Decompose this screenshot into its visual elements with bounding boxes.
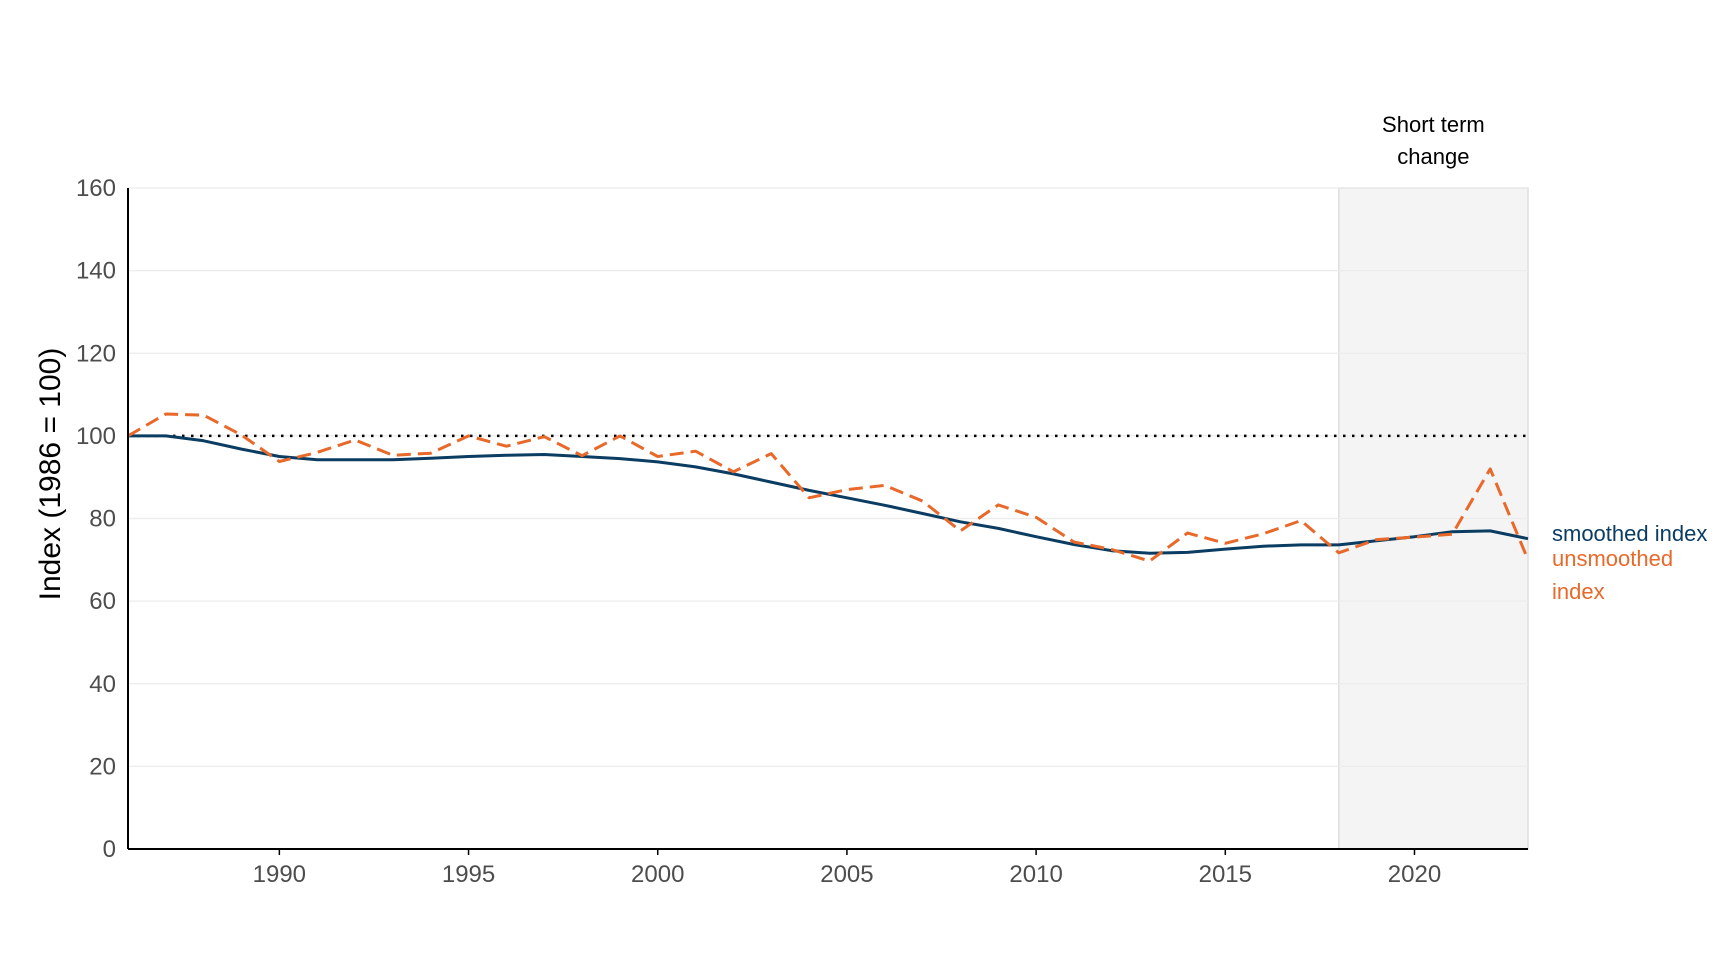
y-tick-label-80: 80 — [89, 506, 116, 533]
y-tick-label-0: 0 — [103, 836, 116, 863]
x-tick-label-2020: 2020 — [1388, 861, 1441, 888]
y-tick-label-120: 120 — [76, 340, 116, 367]
x-tick-label-2005: 2005 — [820, 861, 873, 888]
x-tick-label-2010: 2010 — [1009, 861, 1062, 888]
y-axis-title: Index (1986 = 100) — [34, 348, 67, 601]
series-label-smoothed: smoothed index — [1552, 521, 1707, 546]
y-tick-label-140: 140 — [76, 258, 116, 285]
x-tick-label-1990: 1990 — [253, 861, 306, 888]
x-tick-labels: 1990 1995 2000 2005 2010 2015 2020 — [253, 849, 1441, 888]
y-tick-label-60: 60 — [89, 588, 116, 615]
short-term-label-line2: change — [1397, 144, 1469, 169]
x-tick-label-1995: 1995 — [442, 861, 495, 888]
series-label-unsmoothed-line1: unsmoothed — [1552, 546, 1673, 571]
series-label-unsmoothed-line2: index — [1552, 579, 1605, 604]
y-tick-labels: 0 20 40 60 80 100 120 140 160 — [76, 175, 116, 863]
short-term-label-line1: Short term — [1382, 112, 1485, 137]
series-line-smoothed — [128, 434, 1529, 555]
y-tick-label-20: 20 — [89, 753, 116, 780]
y-tick-label-40: 40 — [89, 671, 116, 698]
x-tick-label-2015: 2015 — [1199, 861, 1252, 888]
y-tick-label-100: 100 — [76, 423, 116, 450]
gridlines — [128, 187, 1528, 850]
y-tick-label-160: 160 — [76, 175, 116, 202]
series-line-unsmoothed — [127, 412, 1530, 563]
x-tick-label-2000: 2000 — [631, 861, 684, 888]
